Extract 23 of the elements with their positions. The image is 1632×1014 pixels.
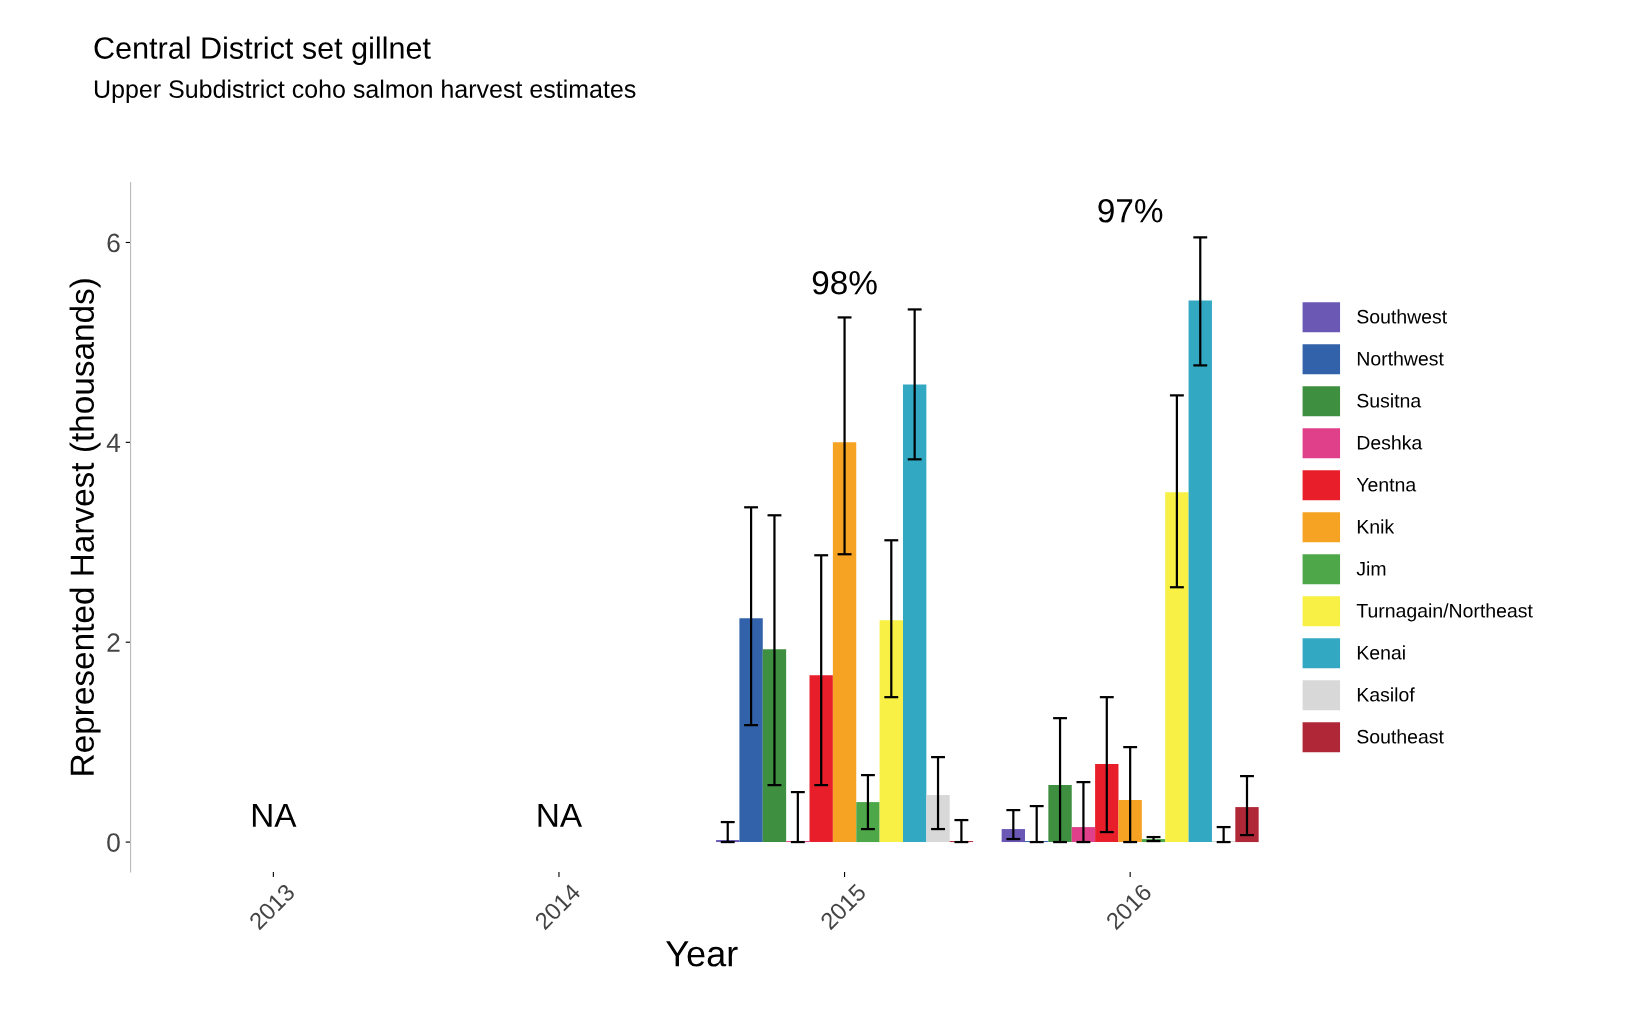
legend-label: Yentna	[1356, 478, 1417, 492]
x-axis-title: Year	[666, 941, 738, 967]
chart-subtitle: Upper Subdistrict coho salmon harvest estimates	[94, 79, 636, 103]
y-tick-label: 6	[107, 233, 120, 253]
y-tick-label: 0	[107, 833, 120, 852]
annotation: NA	[252, 803, 297, 827]
annotation: NA	[538, 803, 583, 827]
y-tick-label: 2	[107, 633, 120, 652]
legend-label: Southeast	[1357, 729, 1444, 744]
legend-label: Knik	[1357, 519, 1395, 534]
chart-title: Central District set gillnet	[94, 36, 431, 65]
y-axis-title: Represented Harvest (thousands)	[69, 279, 101, 775]
legend-label: Susitna	[1357, 393, 1422, 408]
legend-label: Turnagain/Northeast	[1356, 603, 1533, 622]
y-tick-label: 4	[106, 433, 121, 452]
legend-label: Southwest	[1357, 309, 1447, 324]
legend-label: Jim	[1356, 561, 1386, 576]
annotation: 97%	[1098, 198, 1163, 223]
annotation: 98%	[812, 270, 877, 295]
legend-label: Deshka	[1357, 435, 1423, 450]
legend-label: Kasilof	[1357, 687, 1415, 702]
legend-label: Kenai	[1357, 645, 1405, 660]
legend-label: Northwest	[1357, 351, 1444, 366]
